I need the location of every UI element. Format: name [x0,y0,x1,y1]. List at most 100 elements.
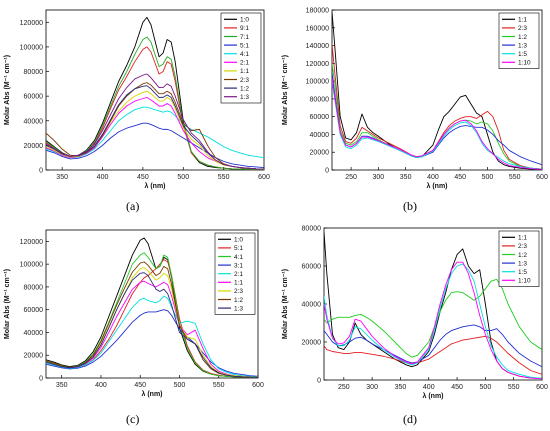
series-line-1-10 [332,77,542,170]
x-tick-label: 450 [454,174,466,181]
y-tick-label: 20000 [310,150,330,157]
series-line-1-3 [46,272,258,378]
x-tick-label: 300 [373,174,385,181]
x-axis-title: λ (nm) [423,392,444,400]
series-line-2-3 [332,43,542,170]
legend-label: 1:3 [518,260,527,267]
legend-label: 4:1 [234,254,243,261]
y-tick-label: 120000 [20,239,43,246]
x-tick-label: 450 [134,382,146,389]
x-tick-label: 550 [508,384,520,391]
legend-label: 1:1 [240,68,249,75]
x-tick-label: 600 [536,174,548,181]
legend-label: 2:1 [234,271,243,278]
legend-label: 1:2 [240,85,249,92]
y-tick-label: 80000 [24,284,44,291]
series-group [46,16,264,170]
y-tick-label: 0 [39,376,43,383]
series-group [332,11,542,170]
y-axis-title: Molar Abs (M⁻¹ cm⁻¹) [4,55,11,125]
series-line-7-1 [46,36,264,170]
y-tick-label: 100000 [20,44,43,51]
legend-box [498,12,540,69]
x-tick-label: 600 [258,174,270,181]
y-tick-label: 20000 [24,143,44,150]
y-tick-label: 60000 [310,114,330,121]
series-line-3-1 [46,309,258,377]
legend-label: 1:1 [234,280,243,287]
chart-c: 350 400 450 500 550 600 0 20000 40000 60000 80000 1… [4,229,264,398]
legend-label: 1:3 [518,42,527,49]
y-tick-label: 180000 [306,8,329,15]
x-tick-label: 350 [56,382,68,389]
y-axis-title: Molar Abs (M⁻¹ cm⁻¹) [282,269,289,339]
x-tick-label: 400 [95,382,107,389]
legend-label: 2:3 [518,25,527,32]
x-tick-label: 400 [423,384,435,391]
legend-label: 1:5 [518,269,527,276]
legend-label: 2:3 [234,288,243,295]
legend-label: 1:5 [518,51,527,58]
legend-label: 5:1 [240,42,249,49]
legend-label: 1:0 [234,237,243,244]
x-axis-title: λ (nm) [427,182,448,190]
legend-label: 1:3 [234,305,243,312]
legend-label: 5:1 [234,245,243,252]
legend-label: 1:1 [518,17,527,24]
series-group [324,231,542,380]
legend-label: 1:2 [518,252,527,259]
y-tick-label: 60000 [24,307,44,314]
series-line-5-1 [46,122,264,168]
x-tick-label: 450 [137,174,149,181]
chart-panel-c: 350 400 450 500 550 600 0 20000 40000 60000 80000 1… [0,218,270,408]
x-tick-label: 400 [97,174,109,181]
y-axis-title: Molar Abs (M⁻¹ cm⁻¹) [282,55,289,125]
x-tick-label: 500 [177,174,189,181]
x-tick-label: 250 [338,384,350,391]
caption-c: (c) [126,412,140,426]
caption-d: (d) [403,412,417,426]
legend-label: 3:1 [234,262,243,269]
legend-box [498,230,540,287]
y-tick-label: 120000 [306,61,329,68]
series-line-2-1 [46,295,258,378]
series-line-1-10 [324,261,542,380]
legend-label: 2:1 [240,60,249,67]
series-line-1-3 [324,324,542,368]
x-tick-label: 500 [480,384,492,391]
y-tick-label: 140000 [306,43,329,50]
y-tick-label: 40000 [302,302,322,309]
series-group [46,237,258,378]
x-tick-label: 450 [451,384,463,391]
legend-label: 2:3 [518,243,527,250]
y-tick-label: 0 [39,168,43,175]
legend-label: 7:1 [240,34,249,41]
series-line-2-3 [324,335,542,375]
legend-label: 1:1 [518,235,527,242]
x-tick-label: 600 [252,382,264,389]
y-tick-label: 80000 [24,69,44,76]
legend-label: 9:1 [240,25,249,32]
legend-label: 1:10 [518,278,531,285]
x-tick-label: 500 [482,174,494,181]
x-tick-label: 550 [213,382,225,389]
x-axis-title: λ (nm) [142,390,163,398]
chart-a: 350 400 450 500 550 600 0 20000 40000 60000 80000 1… [4,9,270,190]
y-tick-label: 160000 [306,25,329,32]
series-line-1-5 [324,263,542,379]
caption-b: (b) [403,199,417,213]
series-line-1-2 [46,261,258,378]
legend-label: 4:1 [240,51,249,58]
legend-label: 1:10 [518,60,531,67]
x-tick-label: 350 [56,174,68,181]
y-tick-label: 40000 [24,330,44,337]
chart-b: 250 300 350 400 450 500 550 600 0 20000 40000 60000… [282,8,548,191]
y-tick-label: 60000 [24,94,44,101]
y-tick-label: 40000 [24,118,44,125]
y-tick-label: 60000 [302,264,322,271]
legend-label: 1:3 [240,94,249,101]
y-tick-label: 120000 [20,20,43,27]
legend-label: 1:2 [234,297,243,304]
y-tick-label: 40000 [310,132,330,139]
chart-panel-a: 350 400 450 500 550 600 0 20000 40000 60000 80000 1… [0,0,270,195]
